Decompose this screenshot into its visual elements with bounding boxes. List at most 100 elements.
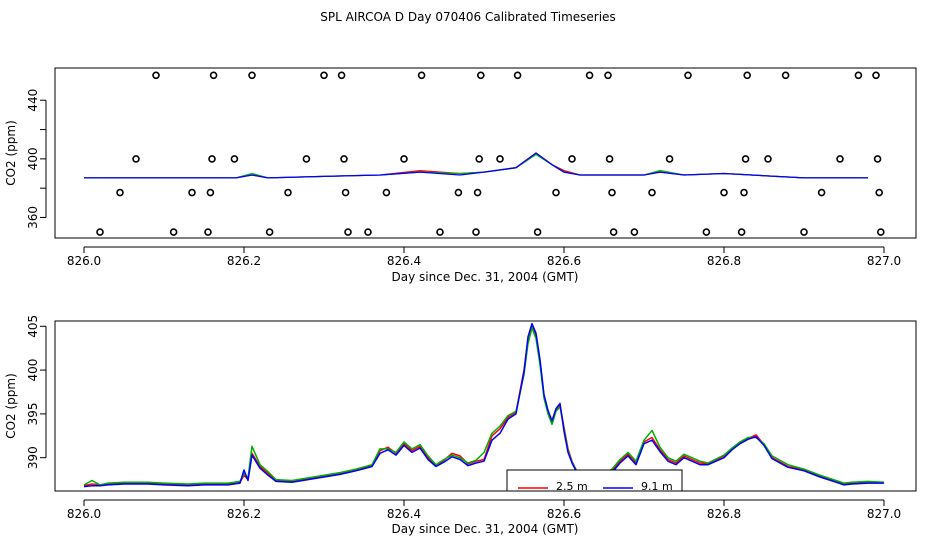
bottom-y-tick-label: 400: [26, 359, 40, 382]
data-point: [188, 188, 196, 197]
legend-label-2-5m: 2.5 m: [556, 480, 588, 493]
data-point: [630, 228, 639, 236]
data-point: [169, 228, 178, 236]
data-point: [873, 155, 882, 163]
data-point: [454, 188, 463, 197]
top-y-tick-label: 440: [26, 89, 40, 112]
plot-frame-top: [54, 67, 917, 239]
data-point: [476, 71, 485, 80]
bottom-y-tick-label: 395: [26, 402, 40, 425]
bottom-x-tick-label: 826.6: [547, 507, 581, 521]
data-point: [284, 188, 292, 197]
bottom-x-tick-label: 826.2: [227, 507, 261, 521]
data-point: [817, 188, 826, 197]
data-point: [208, 155, 216, 163]
data-point: [720, 188, 728, 197]
top-x-tick-label: 826.6: [547, 254, 581, 268]
data-point: [472, 228, 480, 236]
data-point: [737, 228, 746, 236]
data-point: [585, 71, 594, 80]
top-x-tick-label: 826.8: [707, 254, 741, 268]
bottom-x-axis-label: Day since Dec. 31, 2004 (GMT): [392, 522, 579, 536]
data-point: [364, 228, 372, 236]
data-point: [684, 71, 692, 80]
data-point: [344, 228, 352, 236]
bottom-x-tick-label: 827.0: [867, 507, 901, 521]
data-point: [116, 188, 124, 197]
data-point: [417, 71, 426, 80]
data-point: [781, 71, 790, 80]
data-point: [609, 228, 618, 236]
top-lines: [84, 152, 868, 179]
panel-bottom: 826.0 826.2 826.4 826.6 826.8 827.0 390 395 400 4…: [4, 315, 917, 536]
data-point: [665, 155, 674, 163]
data-point: [436, 228, 444, 236]
bottom-lines: [83, 322, 885, 488]
data-point: [740, 188, 748, 197]
top-x-tick-label: 826.0: [67, 254, 101, 268]
data-point: [800, 228, 808, 236]
data-point: [605, 155, 614, 163]
data-point: [230, 155, 239, 163]
data-point: [204, 228, 212, 236]
data-point: [876, 228, 885, 236]
data-point: [743, 71, 752, 80]
top-y-tick-label: 400: [26, 147, 40, 170]
data-point: [320, 71, 328, 80]
data-point: [604, 71, 612, 80]
plot-frame-bottom: [54, 320, 917, 492]
data-point: [764, 155, 772, 163]
data-point: [400, 155, 408, 163]
data-point: [608, 188, 616, 197]
top-x-tick-label: 827.0: [867, 254, 901, 268]
bottom-y-tick-label: 405: [26, 315, 40, 338]
top-y-tick-label: 360: [26, 206, 40, 229]
data-point: [473, 188, 482, 197]
data-point: [340, 155, 348, 163]
data-point: [152, 71, 160, 80]
data-point: [533, 228, 542, 236]
bottom-y-axis-label: CO2 (ppm): [4, 373, 18, 439]
data-point: [382, 188, 391, 197]
data-point: [341, 188, 350, 197]
chart-title: SPL AIRCOA D Day 070406 Calibrated Times…: [320, 10, 615, 24]
bottom-x-tick-label: 826.8: [707, 507, 741, 521]
data-point: [206, 188, 215, 197]
data-point: [702, 228, 711, 236]
series-line-9-1-m: [84, 152, 868, 179]
data-point: [568, 155, 576, 163]
legend-box: [506, 469, 683, 492]
top-points: [96, 71, 885, 236]
bottom-axes: 826.0 826.2 826.4 826.6 826.8 827.0 390 395 400 4…: [26, 315, 901, 521]
top-y-axis-label: CO2 (ppm): [4, 120, 18, 186]
data-point: [209, 71, 218, 80]
series-line-9-1-m: [83, 322, 884, 488]
series-line-2-5-m: [84, 152, 868, 179]
data-point: [265, 228, 274, 236]
data-point: [96, 228, 104, 236]
top-x-tick-label: 826.4: [387, 254, 421, 268]
data-point: [302, 155, 311, 163]
bottom-y-tick-label: 390: [26, 446, 40, 469]
top-x-axis-label: Day since Dec. 31, 2004 (GMT): [392, 270, 579, 284]
data-point: [741, 155, 750, 163]
top-axes: 826.0 826.2 826.4 826.6 826.8 827.0 360 400 440: [26, 89, 901, 268]
data-point: [875, 188, 884, 197]
data-point: [648, 188, 656, 197]
data-point: [872, 71, 880, 80]
data-point: [496, 155, 504, 163]
bottom-x-tick-label: 826.0: [67, 507, 101, 521]
data-point: [248, 71, 256, 80]
data-point: [132, 155, 140, 163]
panel-top: 826.0 826.2 826.4 826.6 826.8 827.0360400440 …: [4, 67, 917, 284]
data-point: [513, 71, 522, 80]
data-point: [836, 155, 844, 163]
data-point: [337, 71, 346, 80]
top-x-tick-label: 826.2: [227, 254, 261, 268]
data-point: [552, 188, 560, 197]
data-point: [475, 155, 484, 163]
data-point: [854, 71, 863, 80]
legend-label-9-1m: 9.1 m: [641, 480, 673, 493]
legend: 2.5 m 9.1 m: [506, 469, 683, 493]
